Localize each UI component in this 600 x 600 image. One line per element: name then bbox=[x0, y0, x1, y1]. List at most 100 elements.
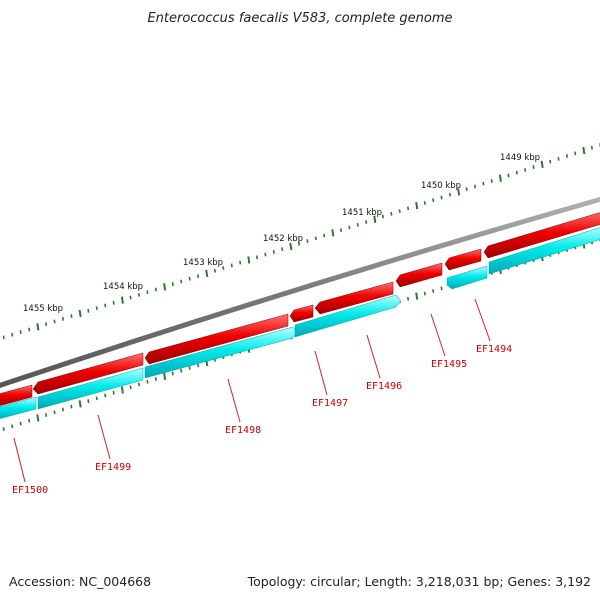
outer-scale-tick bbox=[507, 173, 510, 178]
outer-scale-tick bbox=[339, 228, 343, 233]
outer-scale-tick bbox=[448, 192, 451, 197]
gene-label-ef1495[interactable]: EF1495 bbox=[431, 359, 467, 370]
scale-label-1451: 1451 kbp bbox=[342, 208, 382, 218]
inner-scale-tick bbox=[197, 363, 200, 368]
outer-scale-tick bbox=[146, 290, 149, 295]
outer-scale-tick bbox=[373, 215, 377, 223]
outer-scale-tick bbox=[272, 249, 275, 254]
outer-scale-tick bbox=[532, 165, 535, 170]
gene-label-ef1497[interactable]: EF1497 bbox=[312, 398, 348, 409]
gene-ef1499-reverse[interactable] bbox=[37, 367, 144, 410]
gene-ef1499-forward[interactable] bbox=[32, 352, 144, 395]
outer-scale-tick bbox=[137, 292, 141, 297]
outer-scale-tick bbox=[19, 330, 22, 334]
genome-summary-text: Topology: circular; Length: 3,218,031 bp… bbox=[247, 574, 591, 589]
outer-scale-tick bbox=[415, 201, 419, 210]
gene-label-ef1499[interactable]: EF1499 bbox=[95, 462, 131, 473]
outer-scale-tick bbox=[565, 154, 568, 158]
gene-label-ef1498[interactable]: EF1498 bbox=[225, 425, 261, 436]
outer-scale-tick bbox=[524, 168, 527, 172]
scale-label-1449: 1449 kbp bbox=[500, 153, 540, 163]
outer-scale-tick bbox=[398, 209, 401, 214]
outer-scale-tick bbox=[549, 159, 552, 164]
outer-scale-tick bbox=[323, 233, 326, 238]
outer-scale-tick bbox=[407, 206, 410, 211]
inner-scale-tick bbox=[19, 421, 22, 426]
outer-scale-tick bbox=[490, 179, 493, 183]
gene-ef1494-reverse[interactable] bbox=[446, 265, 488, 290]
outer-scale-tick bbox=[197, 274, 200, 279]
inner-scale-tick bbox=[53, 410, 56, 415]
outer-scale-tick bbox=[95, 306, 98, 311]
gene-label-ef1494[interactable]: EF1494 bbox=[476, 344, 512, 355]
gene-ef1496-forward[interactable] bbox=[314, 281, 394, 315]
outer-scale-tick bbox=[36, 323, 40, 331]
inner-scale-tick bbox=[407, 296, 410, 301]
gene-ef1495-forward[interactable] bbox=[395, 262, 443, 288]
gene-label-ef1500[interactable]: EF1500 bbox=[12, 485, 48, 496]
gene-ef1497-forward[interactable] bbox=[289, 304, 314, 323]
gene-reverse-right[interactable] bbox=[488, 226, 600, 275]
inner-scale-tick bbox=[137, 382, 141, 387]
outer-scale-tick bbox=[112, 300, 115, 305]
scale-ring bbox=[2, 143, 600, 432]
inner-scale-tick bbox=[87, 399, 90, 404]
outer-scale-tick bbox=[239, 260, 242, 265]
inner-scale-tick bbox=[180, 368, 183, 373]
outer-scale-tick bbox=[154, 287, 157, 292]
gene-ef1500-reverse[interactable] bbox=[0, 396, 37, 420]
outer-scale-tick bbox=[45, 322, 48, 327]
outer-scale-tick bbox=[230, 263, 233, 268]
scale-label-1453: 1453 kbp bbox=[183, 258, 223, 268]
inner-scale-tick bbox=[61, 407, 64, 412]
outer-scale-tick bbox=[289, 242, 293, 251]
inner-scale-tick bbox=[11, 424, 14, 429]
outer-scale-tick bbox=[222, 266, 225, 270]
gene-ef1494-forward[interactable] bbox=[444, 248, 482, 271]
inner-scale-tick bbox=[129, 385, 132, 390]
inner-scale-tick bbox=[36, 414, 40, 422]
outer-scale-tick bbox=[281, 247, 284, 252]
outer-scale-tick bbox=[557, 156, 560, 161]
inner-scale-tick bbox=[432, 289, 435, 293]
gene-forward-right[interactable] bbox=[483, 211, 600, 259]
inner-scale-tick bbox=[163, 372, 167, 380]
genome-backbone bbox=[0, 196, 600, 388]
label-leaders bbox=[13, 298, 491, 483]
outer-scale-tick bbox=[440, 195, 443, 200]
outer-scale-tick bbox=[171, 282, 174, 287]
outer-scale-tick bbox=[11, 332, 14, 337]
outer-scale-tick bbox=[582, 146, 586, 155]
reverse-strand bbox=[0, 226, 600, 420]
outer-scale-tick bbox=[381, 214, 384, 219]
inner-scale-tick bbox=[112, 390, 115, 395]
outer-scale-tick bbox=[255, 255, 258, 260]
inner-scale-tick bbox=[171, 371, 174, 376]
outer-scale-tick bbox=[515, 170, 518, 175]
inner-scale-tick bbox=[440, 286, 443, 291]
outer-scale-tick bbox=[331, 229, 335, 237]
inner-scale-tick bbox=[120, 386, 124, 394]
outer-scale-tick bbox=[465, 187, 468, 192]
outer-scale-tick bbox=[498, 174, 502, 182]
forward-strand bbox=[0, 211, 600, 407]
outer-scale-tick bbox=[348, 225, 351, 230]
outer-scale-tick bbox=[356, 222, 359, 227]
gene-ef1498-forward[interactable] bbox=[144, 313, 289, 365]
outer-scale-tick bbox=[188, 276, 191, 281]
outer-scale-tick bbox=[314, 236, 317, 241]
outer-scale-tick bbox=[540, 160, 544, 169]
outer-scale-tick bbox=[590, 145, 593, 150]
outer-scale-tick bbox=[87, 308, 90, 313]
gene-ef1500-forward[interactable] bbox=[0, 384, 33, 407]
gene-label-ef1496[interactable]: EF1496 bbox=[366, 381, 402, 392]
inner-scale-tick bbox=[28, 418, 31, 423]
gene-ef1496-reverse[interactable] bbox=[294, 294, 402, 338]
outer-scale-tick bbox=[365, 220, 368, 224]
outer-scale-tick bbox=[180, 279, 183, 284]
outer-scale-tick bbox=[432, 198, 435, 203]
outer-scale-tick bbox=[61, 316, 64, 321]
inner-scale-tick bbox=[146, 379, 149, 384]
inner-scale-tick bbox=[70, 404, 73, 409]
